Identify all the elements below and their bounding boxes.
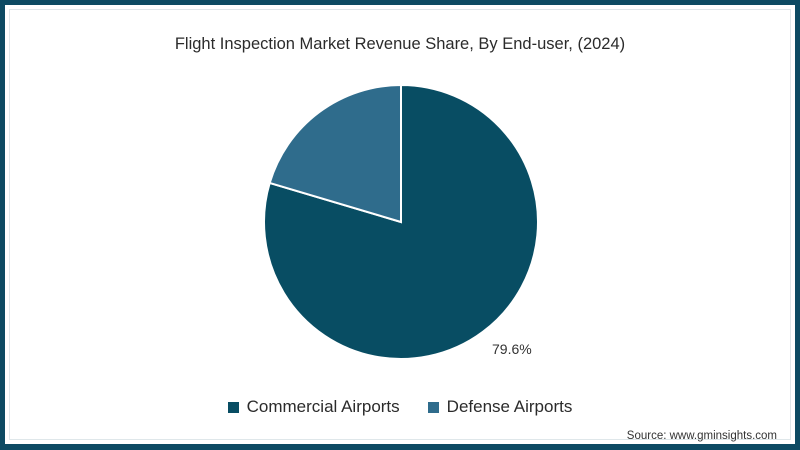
legend-label-defense: Defense Airports [446,397,573,416]
commercial-percentage-label: 79.6% [492,341,532,357]
pie-chart [263,83,539,360]
legend: Commercial Airports Defense Airports [5,397,795,417]
legend-swatch-defense [427,401,439,413]
slice-defense-airports[interactable] [268,83,402,224]
legend-swatch-commercial [227,401,239,413]
chart-frame: Flight Inspection Market Revenue Share, … [5,5,795,444]
legend-item-commercial[interactable]: Commercial Airports [227,397,400,417]
legend-item-defense[interactable]: Defense Airports [427,397,573,417]
slice-commercial-airports[interactable] [263,83,539,360]
source-note: Source: www.gminsights.com [626,430,777,442]
legend-label-commercial: Commercial Airports [246,397,400,416]
inner-border [9,9,791,440]
chart-title: Flight Inspection Market Revenue Share, … [174,35,626,53]
